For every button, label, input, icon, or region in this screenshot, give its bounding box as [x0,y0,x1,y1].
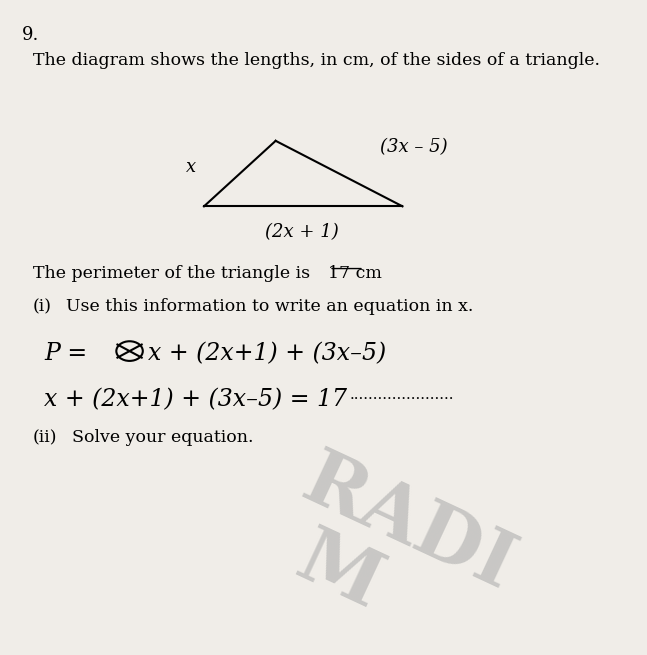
Text: (2x + 1): (2x + 1) [265,223,339,240]
Text: (ii): (ii) [33,429,58,446]
Text: The perimeter of the triangle is: The perimeter of the triangle is [33,265,316,282]
Text: The diagram shows the lengths, in cm, of the sides of a triangle.: The diagram shows the lengths, in cm, of… [33,52,600,69]
Text: P =: P = [44,342,94,365]
Text: M: M [285,522,393,624]
Text: 17 cm: 17 cm [328,265,382,282]
Text: ......................: ...................... [350,388,455,402]
Text: x: x [186,158,196,176]
Text: 9.: 9. [22,26,39,44]
Text: Solve your equation.: Solve your equation. [72,429,253,446]
Text: (i): (i) [33,298,52,315]
Text: x + (2x+1) + (3x–5) = 17: x + (2x+1) + (3x–5) = 17 [44,388,347,411]
Text: (3x – 5): (3x – 5) [380,138,448,157]
Text: RADI: RADI [291,443,525,605]
Text: x + (2x+1) + (3x–5): x + (2x+1) + (3x–5) [148,342,386,365]
Text: Use this information to write an equation in x.: Use this information to write an equatio… [66,298,474,315]
